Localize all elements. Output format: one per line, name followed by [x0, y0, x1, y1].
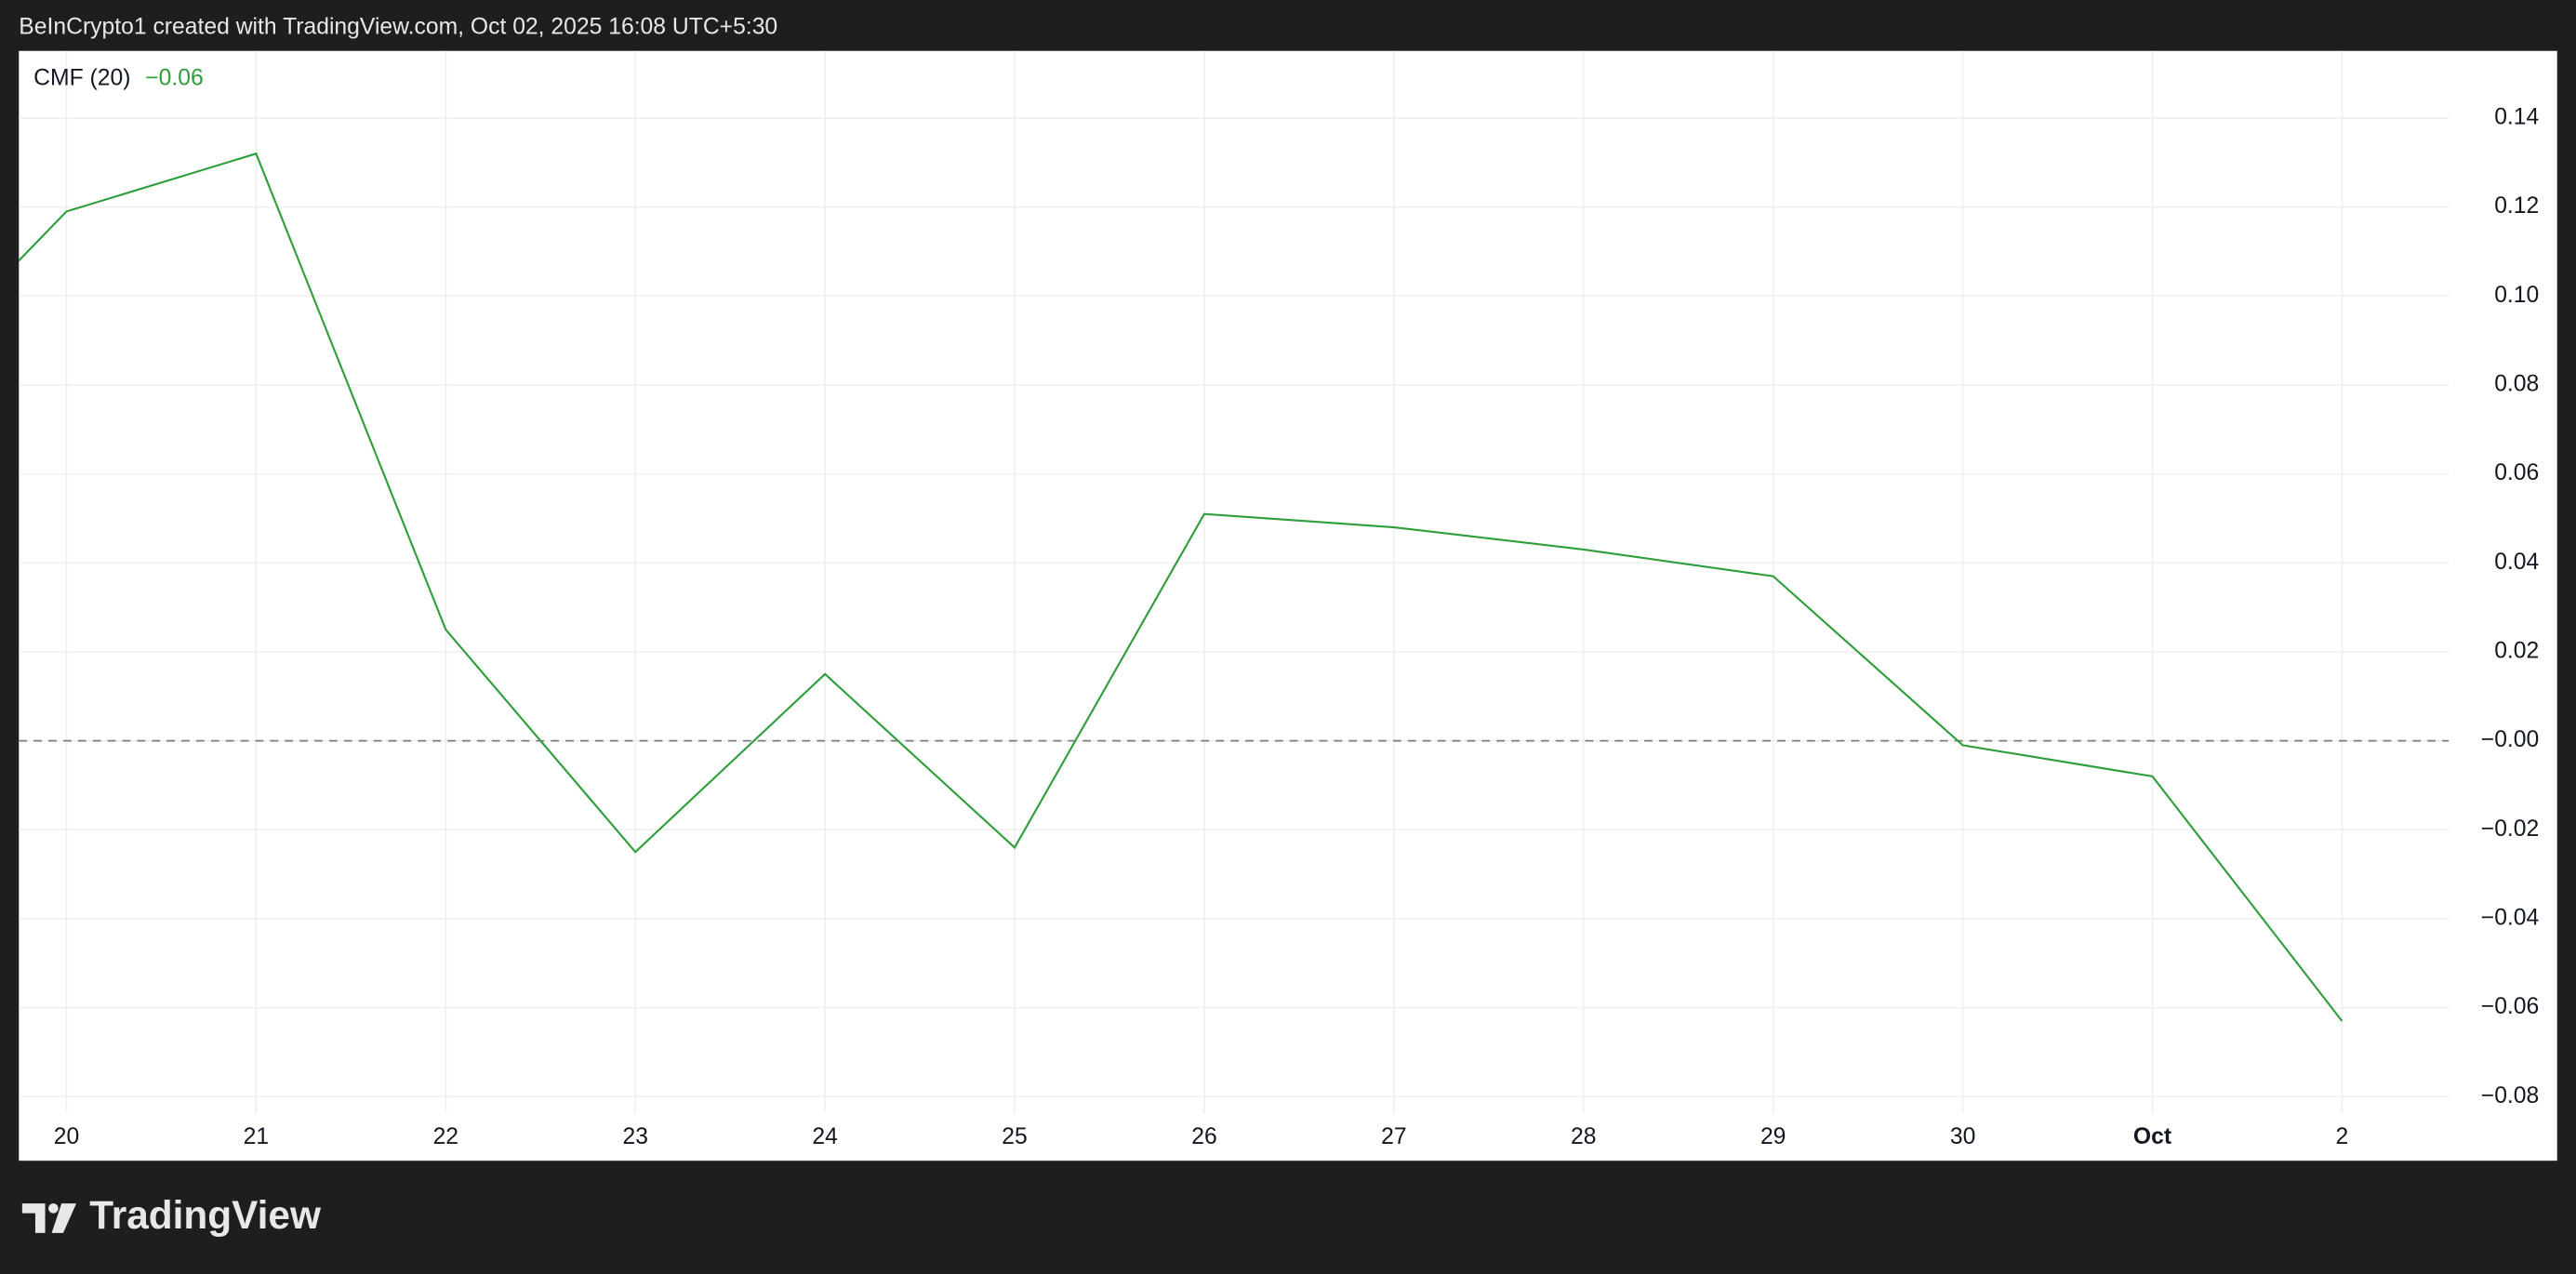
x-tick-label: 30	[1950, 1124, 1975, 1149]
x-tick-label: Oct	[2133, 1124, 2171, 1149]
y-tick-label: −0.00	[2481, 727, 2540, 752]
x-tick-label: 23	[622, 1124, 647, 1149]
y-tick-label: −0.02	[2481, 816, 2540, 842]
logo-icon	[48, 1203, 59, 1214]
y-tick-label: 0.08	[2494, 371, 2539, 396]
y-tick-label: −0.08	[2481, 1083, 2540, 1108]
x-tick-label: 25	[1002, 1124, 1027, 1149]
logo-text: TradingView	[89, 1193, 322, 1237]
x-tick-label: 26	[1191, 1124, 1216, 1149]
y-tick-label: 0.10	[2494, 283, 2539, 308]
y-tick-label: −0.06	[2481, 994, 2540, 1019]
y-tick-label: 0.02	[2494, 638, 2539, 663]
y-tick-label: 0.04	[2494, 550, 2539, 575]
x-tick-label: 29	[1760, 1124, 1786, 1149]
x-tick-label: 21	[244, 1124, 269, 1149]
x-tick-label: 24	[812, 1124, 838, 1149]
header: BeInCrypto1 created with TradingView.com…	[19, 15, 777, 40]
labels: 0.14 0.12 0.10 0.08 0.06 0.04 0.02 −0.00 −0.02 −0…	[54, 104, 2540, 1149]
y-tick-label: 0.06	[2494, 460, 2539, 485]
x-tick-label: 2	[2336, 1124, 2349, 1149]
x-tick-label: 22	[433, 1124, 458, 1149]
logo: TradingView	[21, 1193, 322, 1237]
y-tick-label: 0.12	[2494, 193, 2539, 219]
x-tick-label: 27	[1381, 1124, 1406, 1149]
cmf-line	[19, 152, 2344, 1022]
logo-icon	[21, 1203, 46, 1233]
indicator-name: CMF (20)	[33, 65, 130, 90]
y-tick-label: −0.04	[2481, 905, 2540, 930]
logo-icon	[51, 1203, 77, 1233]
plot	[19, 152, 2450, 1022]
chart-panel	[19, 50, 2557, 1161]
x-tick-label: 28	[1571, 1124, 1596, 1149]
indicator-value: −0.06	[145, 65, 204, 90]
x-tick-label: 20	[54, 1124, 79, 1149]
y-tick-label: 0.14	[2494, 104, 2539, 129]
